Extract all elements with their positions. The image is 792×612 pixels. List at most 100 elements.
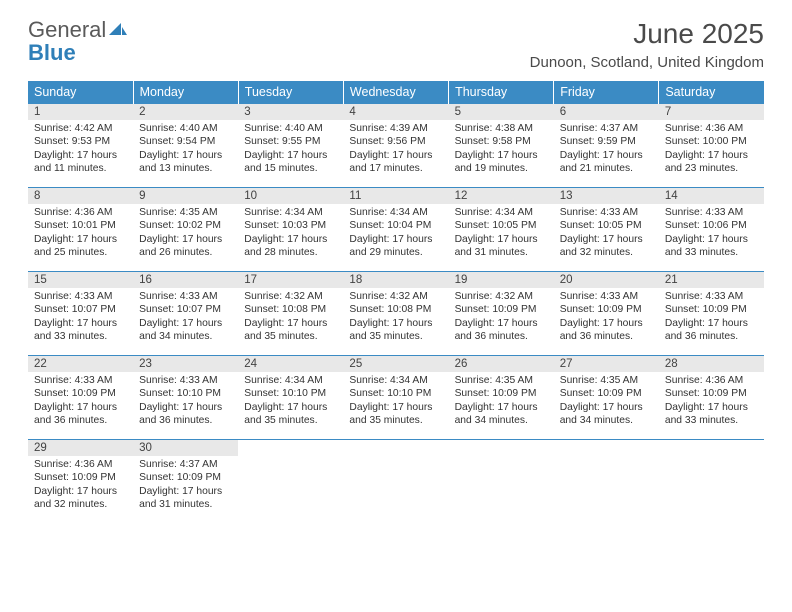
day-details: Sunrise: 4:33 AMSunset: 10:10 PMDaylight… bbox=[133, 372, 238, 432]
calendar-row: 29Sunrise: 4:36 AMSunset: 10:09 PMDaylig… bbox=[28, 440, 764, 524]
day-details: Sunrise: 4:33 AMSunset: 10:06 PMDaylight… bbox=[659, 204, 764, 264]
calendar-cell bbox=[449, 440, 554, 524]
weekday-header: Sunday bbox=[28, 81, 133, 104]
calendar-row: 8Sunrise: 4:36 AMSunset: 10:01 PMDayligh… bbox=[28, 188, 764, 272]
day-number: 3 bbox=[238, 104, 343, 120]
day-number: 30 bbox=[133, 440, 238, 456]
calendar-cell: 21Sunrise: 4:33 AMSunset: 10:09 PMDaylig… bbox=[659, 272, 764, 356]
day-details: Sunrise: 4:33 AMSunset: 10:09 PMDaylight… bbox=[554, 288, 659, 348]
weekday-header: Tuesday bbox=[238, 81, 343, 104]
calendar-cell: 20Sunrise: 4:33 AMSunset: 10:09 PMDaylig… bbox=[554, 272, 659, 356]
calendar-cell: 10Sunrise: 4:34 AMSunset: 10:03 PMDaylig… bbox=[238, 188, 343, 272]
calendar-cell: 5Sunrise: 4:38 AMSunset: 9:58 PMDaylight… bbox=[449, 104, 554, 188]
calendar-cell: 15Sunrise: 4:33 AMSunset: 10:07 PMDaylig… bbox=[28, 272, 133, 356]
calendar-head: SundayMondayTuesdayWednesdayThursdayFrid… bbox=[28, 81, 764, 104]
day-details: Sunrise: 4:35 AMSunset: 10:02 PMDaylight… bbox=[133, 204, 238, 264]
weekday-header: Thursday bbox=[449, 81, 554, 104]
calendar-cell bbox=[343, 440, 448, 524]
calendar-cell: 11Sunrise: 4:34 AMSunset: 10:04 PMDaylig… bbox=[343, 188, 448, 272]
calendar-table: SundayMondayTuesdayWednesdayThursdayFrid… bbox=[28, 81, 764, 524]
day-number: 20 bbox=[554, 272, 659, 288]
day-details: Sunrise: 4:33 AMSunset: 10:05 PMDaylight… bbox=[554, 204, 659, 264]
day-number: 22 bbox=[28, 356, 133, 372]
weekday-header: Wednesday bbox=[343, 81, 448, 104]
day-details: Sunrise: 4:37 AMSunset: 10:09 PMDaylight… bbox=[133, 456, 238, 516]
day-details: Sunrise: 4:33 AMSunset: 10:07 PMDaylight… bbox=[28, 288, 133, 348]
calendar-cell: 23Sunrise: 4:33 AMSunset: 10:10 PMDaylig… bbox=[133, 356, 238, 440]
calendar-cell: 7Sunrise: 4:36 AMSunset: 10:00 PMDayligh… bbox=[659, 104, 764, 188]
calendar-cell: 13Sunrise: 4:33 AMSunset: 10:05 PMDaylig… bbox=[554, 188, 659, 272]
calendar-cell: 28Sunrise: 4:36 AMSunset: 10:09 PMDaylig… bbox=[659, 356, 764, 440]
day-number: 25 bbox=[343, 356, 448, 372]
weekday-header: Saturday bbox=[659, 81, 764, 104]
calendar-cell: 14Sunrise: 4:33 AMSunset: 10:06 PMDaylig… bbox=[659, 188, 764, 272]
day-number: 23 bbox=[133, 356, 238, 372]
calendar-cell: 17Sunrise: 4:32 AMSunset: 10:08 PMDaylig… bbox=[238, 272, 343, 356]
calendar-cell bbox=[659, 440, 764, 524]
brand-logo: General Blue bbox=[28, 18, 127, 64]
calendar-cell: 2Sunrise: 4:40 AMSunset: 9:54 PMDaylight… bbox=[133, 104, 238, 188]
day-details: Sunrise: 4:32 AMSunset: 10:09 PMDaylight… bbox=[449, 288, 554, 348]
location-text: Dunoon, Scotland, United Kingdom bbox=[530, 54, 764, 71]
day-details: Sunrise: 4:36 AMSunset: 10:09 PMDaylight… bbox=[28, 456, 133, 516]
calendar-row: 22Sunrise: 4:33 AMSunset: 10:09 PMDaylig… bbox=[28, 356, 764, 440]
day-details: Sunrise: 4:34 AMSunset: 10:10 PMDaylight… bbox=[343, 372, 448, 432]
day-details: Sunrise: 4:37 AMSunset: 9:59 PMDaylight:… bbox=[554, 120, 659, 180]
day-number: 13 bbox=[554, 188, 659, 204]
day-details: Sunrise: 4:40 AMSunset: 9:55 PMDaylight:… bbox=[238, 120, 343, 180]
day-details: Sunrise: 4:32 AMSunset: 10:08 PMDaylight… bbox=[238, 288, 343, 348]
calendar-cell: 12Sunrise: 4:34 AMSunset: 10:05 PMDaylig… bbox=[449, 188, 554, 272]
calendar-cell: 18Sunrise: 4:32 AMSunset: 10:08 PMDaylig… bbox=[343, 272, 448, 356]
day-details: Sunrise: 4:33 AMSunset: 10:09 PMDaylight… bbox=[659, 288, 764, 348]
calendar-cell: 4Sunrise: 4:39 AMSunset: 9:56 PMDaylight… bbox=[343, 104, 448, 188]
day-details: Sunrise: 4:42 AMSunset: 9:53 PMDaylight:… bbox=[28, 120, 133, 180]
sail-icon bbox=[109, 18, 127, 41]
day-number: 18 bbox=[343, 272, 448, 288]
day-number: 17 bbox=[238, 272, 343, 288]
day-details: Sunrise: 4:40 AMSunset: 9:54 PMDaylight:… bbox=[133, 120, 238, 180]
day-number: 29 bbox=[28, 440, 133, 456]
day-details: Sunrise: 4:34 AMSunset: 10:04 PMDaylight… bbox=[343, 204, 448, 264]
day-number: 11 bbox=[343, 188, 448, 204]
calendar-body: 1Sunrise: 4:42 AMSunset: 9:53 PMDaylight… bbox=[28, 104, 764, 524]
weekday-header: Friday bbox=[554, 81, 659, 104]
day-details: Sunrise: 4:39 AMSunset: 9:56 PMDaylight:… bbox=[343, 120, 448, 180]
brand-word1: General bbox=[28, 18, 106, 41]
day-details: Sunrise: 4:33 AMSunset: 10:07 PMDaylight… bbox=[133, 288, 238, 348]
day-number: 27 bbox=[554, 356, 659, 372]
day-number: 9 bbox=[133, 188, 238, 204]
page-header: General Blue June 2025 Dunoon, Scotland,… bbox=[28, 18, 764, 71]
calendar-row: 15Sunrise: 4:33 AMSunset: 10:07 PMDaylig… bbox=[28, 272, 764, 356]
calendar-cell: 9Sunrise: 4:35 AMSunset: 10:02 PMDayligh… bbox=[133, 188, 238, 272]
calendar-cell: 30Sunrise: 4:37 AMSunset: 10:09 PMDaylig… bbox=[133, 440, 238, 524]
month-title: June 2025 bbox=[530, 18, 764, 50]
calendar-cell: 8Sunrise: 4:36 AMSunset: 10:01 PMDayligh… bbox=[28, 188, 133, 272]
day-number: 21 bbox=[659, 272, 764, 288]
day-number: 24 bbox=[238, 356, 343, 372]
day-details: Sunrise: 4:32 AMSunset: 10:08 PMDaylight… bbox=[343, 288, 448, 348]
day-number: 4 bbox=[343, 104, 448, 120]
calendar-cell: 3Sunrise: 4:40 AMSunset: 9:55 PMDaylight… bbox=[238, 104, 343, 188]
day-details: Sunrise: 4:34 AMSunset: 10:10 PMDaylight… bbox=[238, 372, 343, 432]
day-number: 19 bbox=[449, 272, 554, 288]
day-number: 16 bbox=[133, 272, 238, 288]
calendar-cell bbox=[238, 440, 343, 524]
day-number: 2 bbox=[133, 104, 238, 120]
day-details: Sunrise: 4:35 AMSunset: 10:09 PMDaylight… bbox=[554, 372, 659, 432]
calendar-cell: 25Sunrise: 4:34 AMSunset: 10:10 PMDaylig… bbox=[343, 356, 448, 440]
day-details: Sunrise: 4:35 AMSunset: 10:09 PMDaylight… bbox=[449, 372, 554, 432]
calendar-row: 1Sunrise: 4:42 AMSunset: 9:53 PMDaylight… bbox=[28, 104, 764, 188]
day-number: 14 bbox=[659, 188, 764, 204]
calendar-cell: 24Sunrise: 4:34 AMSunset: 10:10 PMDaylig… bbox=[238, 356, 343, 440]
day-details: Sunrise: 4:36 AMSunset: 10:01 PMDaylight… bbox=[28, 204, 133, 264]
day-details: Sunrise: 4:33 AMSunset: 10:09 PMDaylight… bbox=[28, 372, 133, 432]
day-number: 8 bbox=[28, 188, 133, 204]
day-number: 12 bbox=[449, 188, 554, 204]
day-number: 28 bbox=[659, 356, 764, 372]
day-number: 15 bbox=[28, 272, 133, 288]
day-number: 10 bbox=[238, 188, 343, 204]
title-block: June 2025 Dunoon, Scotland, United Kingd… bbox=[530, 18, 764, 71]
calendar-cell: 26Sunrise: 4:35 AMSunset: 10:09 PMDaylig… bbox=[449, 356, 554, 440]
brand-word2: Blue bbox=[28, 41, 127, 64]
day-details: Sunrise: 4:36 AMSunset: 10:00 PMDaylight… bbox=[659, 120, 764, 180]
